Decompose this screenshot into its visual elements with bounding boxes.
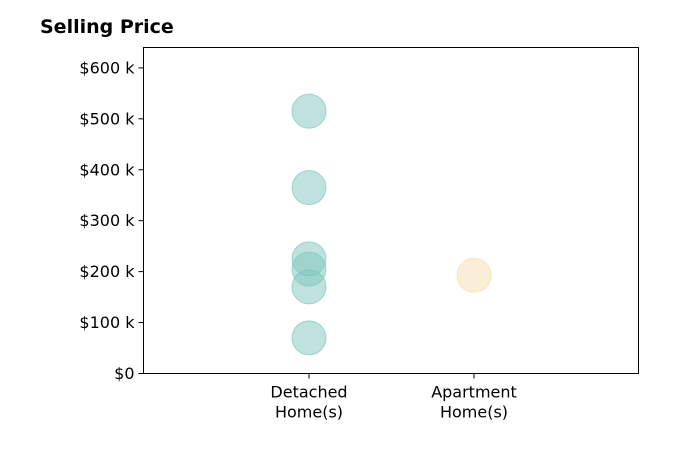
data-point [291,93,327,129]
y-tick-label: $100 k [79,313,135,332]
chart-title: Selling Price [40,16,174,38]
data-point [291,269,327,305]
x-axis: Detached Home(s) Apartment Home(s) [270,373,517,422]
points-layer [291,93,492,356]
y-tick-label: $500 k [79,109,135,128]
y-tick-label: $400 k [79,160,135,179]
y-tick-label: $600 k [79,58,135,77]
y-tick-label: $200 k [79,262,135,281]
data-point [291,170,327,206]
y-tick-label: $300 k [79,211,135,230]
data-point [291,320,327,356]
y-axis: $0 $100 k $200 k $300 k $400 k $500 k $600 k [79,58,144,383]
plot-frame [143,47,639,374]
x-tick-label: Apartment Home(s) [431,383,517,422]
data-point [456,257,492,293]
y-tick-label: $0 [114,364,134,383]
x-tick-label: Detached Home(s) [270,383,347,422]
